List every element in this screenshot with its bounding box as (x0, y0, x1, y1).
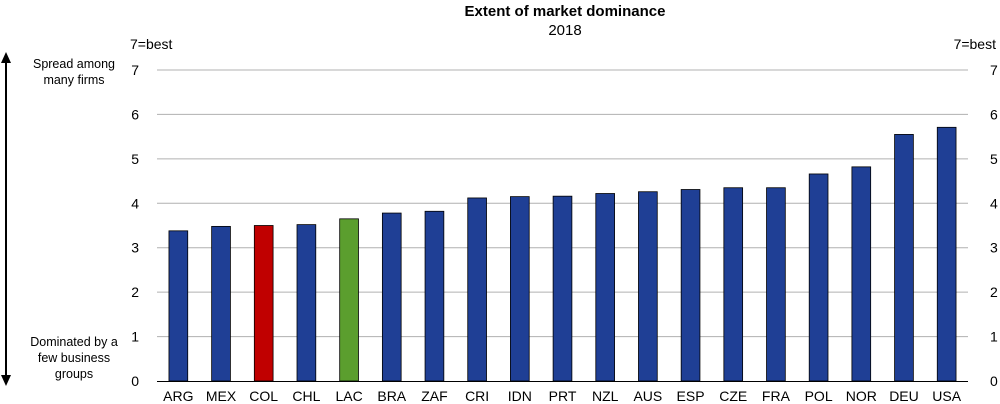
x-tick-label: CZE (719, 388, 747, 404)
top-annotation-line-1: Spread among (33, 57, 115, 71)
x-tick-label: ARG (163, 388, 193, 404)
x-tick-label: NOR (846, 388, 877, 404)
y-tick-label-right: 1 (990, 329, 998, 345)
bar-usa (936, 126, 957, 382)
y-tick-label-left: 1 (131, 329, 139, 345)
y-tick-label-left: 0 (131, 373, 139, 389)
y-tick-label-right: 4 (990, 195, 998, 211)
bar-arg (168, 230, 189, 382)
x-tick-label: MEX (206, 388, 237, 404)
y-tick-label-right: 0 (990, 373, 998, 389)
x-tick-label: BRA (377, 388, 406, 404)
bars (168, 126, 957, 382)
y-tick-label-right: 5 (990, 151, 998, 167)
bar-bra (381, 212, 402, 382)
x-tick-label: USA (932, 388, 961, 404)
chart-subtitle: 2018 (548, 22, 581, 39)
x-tick-label: NZL (592, 388, 619, 404)
bar-deu (894, 134, 914, 382)
x-tick-label: LAC (335, 388, 362, 404)
y-unit-right: 7=best (954, 36, 997, 52)
side-annotation: Spread among many firms Dominated by a f… (1, 52, 118, 386)
y-tick-label-right: 2 (990, 284, 998, 300)
y-tick-label-right: 3 (990, 240, 998, 256)
y-tick-label-left: 2 (131, 284, 139, 300)
x-tick-labels: ARG MEX COL CHL LAC BRA ZAF CRI IDN PRT NZL AUS ESP C… (163, 388, 962, 404)
x-tick-label: PRT (549, 388, 577, 404)
x-tick-label: FRA (762, 388, 791, 404)
arrow-down-icon (1, 375, 11, 386)
bar-chl (296, 224, 317, 382)
bar-esp (680, 189, 701, 382)
x-tick-label: ESP (677, 388, 705, 404)
y-tick-label-left: 5 (131, 151, 139, 167)
bottom-annotation-line-3: groups (55, 367, 93, 381)
chart-title: Extent of market dominance (465, 3, 666, 20)
y-tick-label-left: 4 (131, 195, 139, 211)
y-tick-label-left: 3 (131, 240, 139, 256)
arrow-up-icon (1, 52, 11, 63)
bar-cze (723, 187, 744, 382)
bar-nor (851, 166, 872, 382)
y-tick-label-right: 7 (990, 62, 998, 78)
bottom-annotation-line-1: Dominated by a (30, 335, 118, 349)
bar-pol (808, 173, 829, 382)
bar-cri (467, 197, 487, 382)
bar-mex (211, 225, 231, 382)
bar-nzl (595, 193, 615, 382)
x-tick-label: IDN (508, 388, 532, 404)
x-tick-label: DEU (889, 388, 919, 404)
bar-prt (552, 195, 573, 382)
y-unit-left: 7=best (130, 36, 173, 52)
x-tick-label: CRI (465, 388, 489, 404)
bar-idn (510, 196, 530, 382)
bottom-annotation-line-2: few business (38, 351, 110, 365)
bar-lac (339, 218, 359, 382)
y-tick-label-right: 6 (990, 106, 998, 122)
bar-col (253, 225, 274, 382)
top-annotation-line-2: many firms (43, 73, 104, 87)
bar-zaf (424, 210, 445, 382)
x-tick-label: ZAF (421, 388, 447, 404)
x-tick-label: AUS (633, 388, 662, 404)
bar-fra (766, 187, 786, 382)
x-tick-label: POL (805, 388, 833, 404)
x-tick-label: COL (249, 388, 278, 404)
y-tick-label-left: 7 (131, 62, 139, 78)
y-tick-label-left: 6 (131, 106, 139, 122)
x-tick-label: CHL (292, 388, 320, 404)
y-tick-labels: 0 0 1 1 2 2 3 3 4 4 5 5 6 6 7 7 (131, 62, 998, 389)
bar-aus (638, 191, 658, 382)
